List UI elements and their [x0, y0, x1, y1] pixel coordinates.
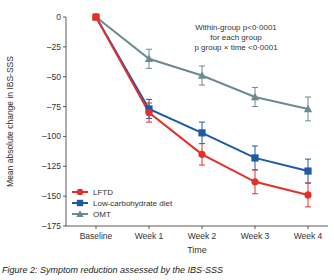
- series-line: [96, 17, 308, 195]
- point: [304, 167, 311, 174]
- point: [145, 109, 152, 116]
- y-axis-label: Mean absolute change in IBS-SSS: [5, 56, 15, 187]
- x-tick-label: Week 1: [135, 231, 164, 241]
- y-tick-label: –125: [42, 161, 61, 171]
- x-axis: [66, 226, 328, 227]
- error-bar: [305, 159, 311, 183]
- legend: LFTD Low-carbohydrate diet OMT: [72, 188, 173, 219]
- point: [198, 129, 205, 136]
- point: [92, 13, 99, 20]
- legend-label: OMT: [93, 210, 111, 219]
- x-tick-label: Baseline: [80, 231, 113, 241]
- series-line: [96, 17, 308, 109]
- y-axis: [66, 17, 67, 226]
- error-bar: [305, 183, 311, 207]
- legend-marker: [76, 210, 83, 217]
- y-tick: [63, 106, 66, 107]
- legend-label: Low-carbohydrate diet: [93, 199, 173, 208]
- point: [251, 93, 259, 101]
- y-tick-label: –100: [42, 131, 61, 141]
- error-bar: [146, 99, 152, 118]
- chart: 0 –25 –50 –75 –100 –125 –150 –175 Baseline Week 1…: [0, 0, 334, 280]
- point: [145, 54, 153, 62]
- error-bar: [146, 103, 152, 122]
- x-tick: [149, 226, 150, 229]
- point: [304, 105, 312, 113]
- series-line: [96, 17, 308, 171]
- point: [92, 13, 99, 20]
- error-bar: [199, 122, 205, 143]
- point: [198, 151, 205, 158]
- error-bar: [252, 146, 258, 170]
- x-tick: [255, 226, 256, 229]
- y-tick: [63, 17, 66, 18]
- error-bar: [252, 170, 258, 194]
- legend-label: LFTD: [93, 188, 113, 197]
- y-tick: [63, 136, 66, 137]
- point: [251, 178, 258, 185]
- caption: Figure 2: Symptom reduction assessed by …: [2, 265, 223, 275]
- annotation: for each group: [210, 33, 262, 42]
- y-tick: [63, 196, 66, 197]
- error-bar: [199, 144, 205, 165]
- point: [198, 71, 206, 79]
- legend-marker: [77, 189, 83, 195]
- legend-marker: [77, 200, 83, 206]
- y-tick-label: –150: [42, 191, 61, 201]
- x-tick-label: Week 4: [294, 231, 323, 241]
- y-tick-label: 0: [56, 12, 61, 22]
- annotation: p group × time <0·0001: [194, 43, 278, 52]
- annotation: Within-group p<0·0001: [195, 23, 277, 32]
- point: [304, 191, 311, 198]
- x-tick: [202, 226, 203, 229]
- y-tick: [63, 76, 66, 77]
- x-tick: [308, 226, 309, 229]
- plot-area: [92, 13, 312, 207]
- y-tick-label: –25: [47, 42, 61, 52]
- point: [92, 13, 100, 21]
- x-tick: [96, 226, 97, 229]
- y-tick: [63, 166, 66, 167]
- x-axis-label: Time: [187, 245, 207, 255]
- point: [251, 154, 258, 161]
- y-tick: [63, 46, 66, 47]
- y-tick-label: –175: [42, 221, 61, 231]
- y-tick-label: –50: [47, 72, 61, 82]
- y-tick: [63, 226, 66, 227]
- y-tick-label: –75: [47, 102, 61, 112]
- x-tick-label: Week 2: [188, 231, 217, 241]
- x-tick-label: Week 3: [241, 231, 270, 241]
